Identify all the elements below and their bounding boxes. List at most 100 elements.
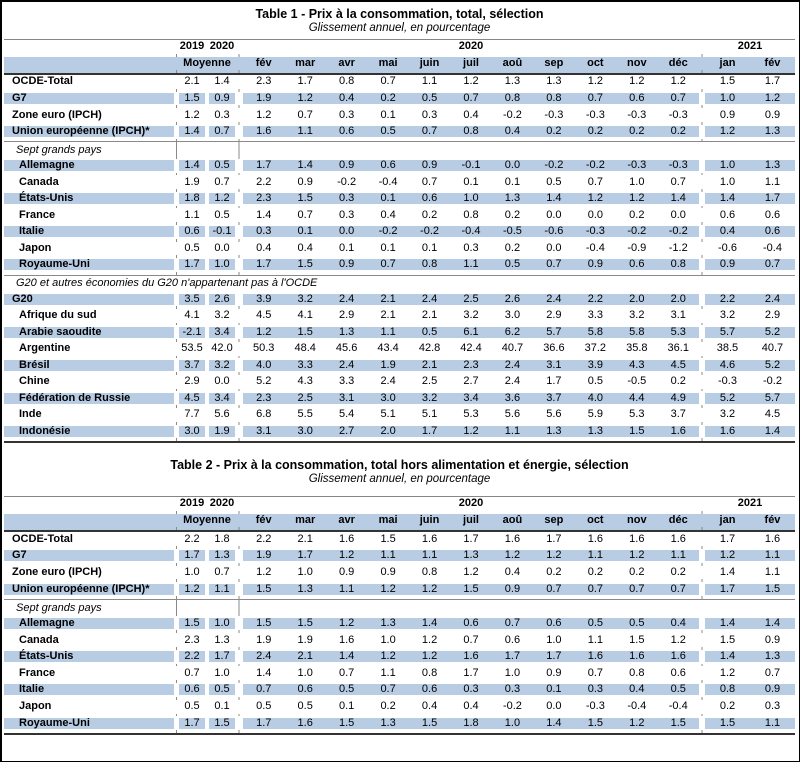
value-cell: 0.8 xyxy=(463,208,479,221)
value-cell: 1.6 xyxy=(764,532,781,545)
value-cell: 1.2 xyxy=(616,193,658,205)
value-cell: 1.2 xyxy=(367,651,409,663)
value-cell: 0.2 xyxy=(504,208,521,221)
grid-line-mid xyxy=(235,142,243,159)
grid-line-left xyxy=(174,663,179,667)
section-label: Sept grands pays xyxy=(16,601,102,614)
month-header-aoû: aoû xyxy=(502,56,523,69)
month-header-aoû: aoû xyxy=(502,514,523,527)
grid-line-2021 xyxy=(698,421,705,425)
month-header-juil: juil xyxy=(463,56,479,69)
value-cell: 1.2 xyxy=(491,550,534,562)
value-cell: 0.1 xyxy=(338,241,355,254)
next-year-month-header-jan: jan xyxy=(719,514,736,527)
value-cell: 0.8 xyxy=(629,666,645,679)
table-row: Indonésie 3.0 1.9 3.1 3.0 2.7 2.0 1.7 1.2 1.1 1.3 1… xyxy=(4,425,795,442)
grid-line-2021 xyxy=(698,596,705,599)
grid-line-mid xyxy=(235,189,243,192)
value-cell: 2.4 xyxy=(325,293,368,305)
value-cell: 1.9 xyxy=(209,425,235,437)
value-cell: 2.4 xyxy=(749,293,795,305)
value-cell: 1.3 xyxy=(367,717,409,729)
value-cell: 0.2 xyxy=(670,565,686,578)
value-cell: 50.3 xyxy=(253,342,275,355)
grid-line-mid xyxy=(235,562,243,566)
value-cell: 0.0 xyxy=(491,160,534,172)
value-cell: 0.7 xyxy=(380,75,396,88)
value-cell: 2.1 xyxy=(297,532,313,545)
value-cell: -0.3 xyxy=(718,375,737,388)
grid-line-left xyxy=(174,105,179,109)
value-cell: 0.7 xyxy=(574,93,617,105)
value-cell: 1.9 xyxy=(256,633,272,646)
grid-line-left xyxy=(174,339,179,342)
value-cell: 1.6 xyxy=(704,425,750,437)
table-2-title: Table 2 - Prix à la consommation, total … xyxy=(170,458,629,472)
value-cell: 1.3 xyxy=(504,75,521,88)
value-cell: -0.2 xyxy=(502,108,522,121)
row-label: Japon xyxy=(19,700,52,713)
value-cell: 1.4 xyxy=(408,617,451,629)
grid-line-2021 xyxy=(698,138,705,142)
value-cell: 2.0 xyxy=(616,293,658,305)
value-cell: 2.1 xyxy=(367,293,409,305)
table-row: G20 3.5 2.6 3.9 3.2 2.4 2.1 2.4 2.5 2.6 2.4 2.2 2.0 2… xyxy=(4,292,795,309)
value-cell: 1.3 xyxy=(450,550,492,562)
value-cell: 3.9 xyxy=(574,359,617,371)
value-cell: 1.2 xyxy=(749,93,795,105)
grid-line-left xyxy=(174,680,179,684)
grid-line-2021 xyxy=(698,172,705,176)
value-cell: 1.0 xyxy=(297,666,313,679)
value-cell: 1.2 xyxy=(670,633,686,646)
value-cell: 0.3 xyxy=(491,684,534,696)
value-cell: 1.6 xyxy=(657,425,699,437)
value-cell: 0.8 xyxy=(491,93,534,105)
value-cell: 0.6 xyxy=(616,93,658,105)
value-cell: 2.4 xyxy=(491,359,534,371)
grid-line-left xyxy=(174,355,179,359)
value-cell: 2.3 xyxy=(450,359,492,371)
row-label: Inde xyxy=(19,408,42,421)
value-cell: 1.1 xyxy=(367,326,409,338)
grid-line-mid xyxy=(235,372,243,375)
value-cell: 1.0 xyxy=(629,175,645,188)
value-cell: -0.2 xyxy=(763,375,782,388)
value-cell: 7.7 xyxy=(184,408,200,421)
value-cell: 1.0 xyxy=(504,666,521,679)
row-label: Italie xyxy=(4,226,174,238)
value-cell: 3.2 xyxy=(719,408,736,421)
value-cell: -0.2 xyxy=(533,160,575,172)
value-cell: 5.4 xyxy=(338,408,355,421)
month-header-juin: juin xyxy=(419,514,440,527)
value-cell: 0.3 xyxy=(450,684,492,696)
value-cell: 1.5 xyxy=(209,717,235,729)
value-cell: 1.2 xyxy=(179,583,205,595)
value-cell: -0.2 xyxy=(616,226,658,238)
value-cell: 2.2 xyxy=(256,532,272,545)
value-cell: 5.8 xyxy=(574,326,617,338)
value-cell: 0.7 xyxy=(764,666,781,679)
grid-line-2021 xyxy=(698,663,705,667)
value-cell: 1.1 xyxy=(749,717,795,729)
row-label: Afrique du sud xyxy=(19,309,97,322)
value-cell: 0.4 xyxy=(380,208,396,221)
value-cell: 0.3 xyxy=(338,108,355,121)
value-cell: 1.4 xyxy=(704,193,750,205)
value-cell: 0.1 xyxy=(380,241,396,254)
value-cell: 0.2 xyxy=(670,375,686,388)
value-cell: 4.5 xyxy=(179,392,205,404)
year-2019-header: 2019 xyxy=(179,497,205,510)
value-cell: 1.4 xyxy=(719,565,736,578)
row-label: Union européenne (IPCH)* xyxy=(4,126,174,138)
section-header-row: G20 et autres économies du G20 n'apparte… xyxy=(4,274,795,293)
value-cell: 1.1 xyxy=(450,259,492,271)
value-cell: 0.1 xyxy=(380,108,396,121)
grid-line-2021 xyxy=(698,405,705,409)
value-cell: 1.4 xyxy=(214,75,230,88)
value-cell: 1.6 xyxy=(450,651,492,663)
value-cell: 0.5 xyxy=(491,259,534,271)
value-cell: 0.8 xyxy=(408,259,451,271)
month-header-sep: sep xyxy=(544,56,564,69)
value-cell: 0.7 xyxy=(367,259,409,271)
value-cell: -1.2 xyxy=(668,241,688,254)
